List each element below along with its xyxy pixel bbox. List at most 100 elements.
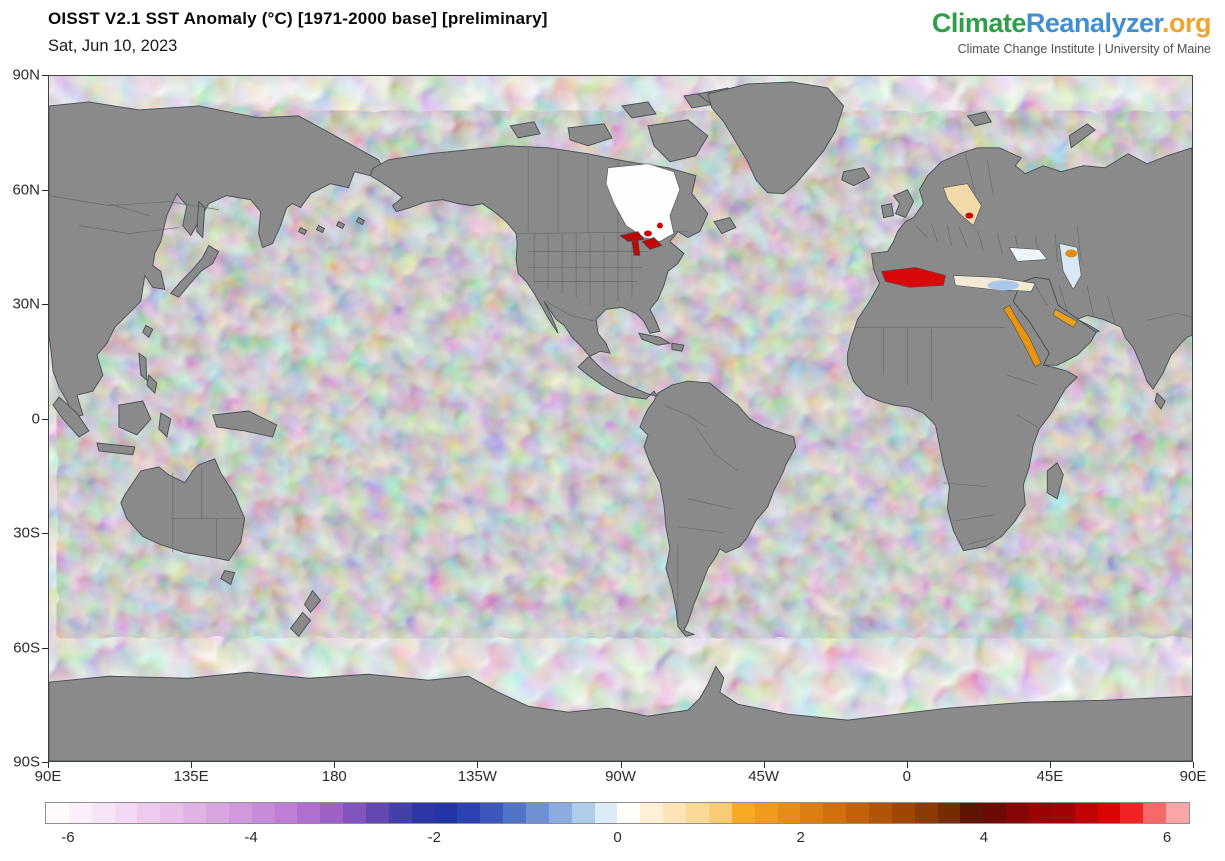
colorbar-cell-47 (1120, 803, 1144, 823)
canadian-arctic-islands (509, 87, 741, 163)
colorbar-cell-33 (800, 803, 824, 823)
new-guinea (212, 410, 278, 438)
colorbar-cell-19 (480, 803, 504, 823)
lon-tick (620, 762, 622, 768)
lon-label-135E-1: 135E (173, 768, 209, 785)
lat-label-90N: 90N (12, 66, 40, 84)
sakhalin (196, 200, 206, 239)
colorbar-cell-27 (663, 803, 687, 823)
sumatra (52, 396, 90, 438)
colorbar-cell-32 (777, 803, 801, 823)
colorbar-cell-17 (434, 803, 458, 823)
colorbar-label--2: -2 (427, 829, 441, 846)
colorbar-cell-42 (1006, 803, 1029, 823)
lon-tick (763, 762, 765, 768)
red-sea (1002, 304, 1042, 368)
lon-label-90E-8: 90E (1179, 768, 1207, 785)
colorbar-cell-5 (160, 803, 184, 823)
colorbar-cell-22 (548, 803, 572, 823)
antarctica (49, 665, 1192, 761)
caribbean-islands (638, 332, 685, 352)
lake-michigan (631, 239, 641, 256)
newfoundland (713, 217, 737, 235)
great-lakes-east (641, 237, 663, 250)
colorbar-cell-21 (526, 803, 549, 823)
colorbar-cell-20 (503, 803, 527, 823)
colorbar-cell-0 (46, 803, 69, 823)
colorbar-cell-28 (686, 803, 709, 823)
colorbar-cell-29 (708, 803, 732, 823)
lat-tick (42, 304, 48, 305)
political-borders-layer (49, 149, 1192, 625)
lon-label-180-2: 180 (321, 768, 347, 785)
lat-tick (42, 647, 48, 649)
colorbar-cell-18 (457, 803, 481, 823)
sri-lanka (1154, 392, 1166, 410)
colorbar-cell-6 (183, 803, 207, 823)
aleutian-islands (297, 216, 366, 236)
colorbar-cell-15 (388, 803, 412, 823)
logo-wordmark[interactable]: ClimateReanalyzer.org (932, 8, 1212, 39)
lat-tick (42, 762, 48, 763)
colorbar-cell-48 (1143, 803, 1167, 823)
lat-label-60S: 60S (13, 639, 40, 656)
colorbar-cell-12 (320, 803, 344, 823)
lat-label-0: 0 (31, 410, 40, 427)
lat-label-30S: 30S (13, 524, 40, 542)
colorbar-cell-39 (937, 803, 961, 823)
japan (170, 244, 220, 298)
lon-label-0-6: 0 (902, 768, 911, 785)
colorbar-cell-30 (731, 803, 755, 823)
colorbar-cell-41 (983, 803, 1007, 823)
colorbar-cell-9 (251, 803, 275, 823)
lon-label-135W-3: 135W (457, 768, 497, 785)
colorbar-cell-44 (1051, 803, 1075, 823)
lon-label-90W-4: 90W (605, 768, 636, 785)
lat-tick (42, 418, 48, 420)
colorbar-cell-1 (68, 803, 92, 823)
lon-label-90E-0: 90E (34, 768, 62, 785)
lon-tick (1049, 762, 1051, 768)
philippines (138, 352, 158, 394)
colorbar-cell-34 (823, 803, 847, 823)
colorbar-label-4: 4 (979, 829, 989, 846)
british-isles (881, 189, 914, 219)
iceland (841, 167, 871, 187)
colorbar-cell-13 (343, 803, 367, 823)
lon-tick (477, 762, 479, 768)
colorbar-label-6: 6 (1162, 829, 1172, 846)
colorbar-cell-45 (1074, 803, 1098, 823)
colorbar-cell-23 (571, 803, 595, 823)
hudson-bay (605, 163, 681, 242)
new-zealand (289, 589, 322, 638)
lon-label-45W-5: 45W (748, 768, 780, 785)
lon-tick (906, 762, 908, 768)
colorbar-cell-3 (114, 803, 138, 823)
novaya-zemlya (1068, 123, 1096, 149)
colorbar-cell-7 (206, 803, 229, 823)
climate-reanalyzer-logo[interactable]: ClimateReanalyzer.org Climate Change Ins… (932, 8, 1212, 56)
colorbar-label--6: -6 (61, 829, 75, 846)
greenland (707, 81, 845, 195)
lat-label-30N: 30N (12, 295, 40, 313)
lake-superior (619, 231, 645, 242)
borneo (118, 400, 152, 436)
svalbard (966, 111, 993, 127)
lat-tick (42, 189, 48, 191)
colorbar-cell-14 (366, 803, 389, 823)
colorbar-cell-31 (754, 803, 778, 823)
colorbar-cell-2 (91, 803, 115, 823)
persian-gulf (1052, 308, 1078, 328)
colorbar-cell-36 (868, 803, 892, 823)
colorbar-cell-40 (960, 803, 984, 823)
colorbar-label--4: -4 (244, 829, 258, 846)
colorbar-label-2: 2 (796, 829, 805, 846)
sulawesi (158, 412, 172, 438)
sst-anomaly-world-map (48, 75, 1193, 762)
mediterranean-west (881, 267, 946, 288)
colorbar-cell-43 (1028, 803, 1052, 823)
colorbar-cell-26 (640, 803, 664, 823)
lat-tick (42, 75, 48, 76)
colorbar-cell-11 (297, 803, 321, 823)
sst-anomaly-raster (49, 76, 1192, 761)
